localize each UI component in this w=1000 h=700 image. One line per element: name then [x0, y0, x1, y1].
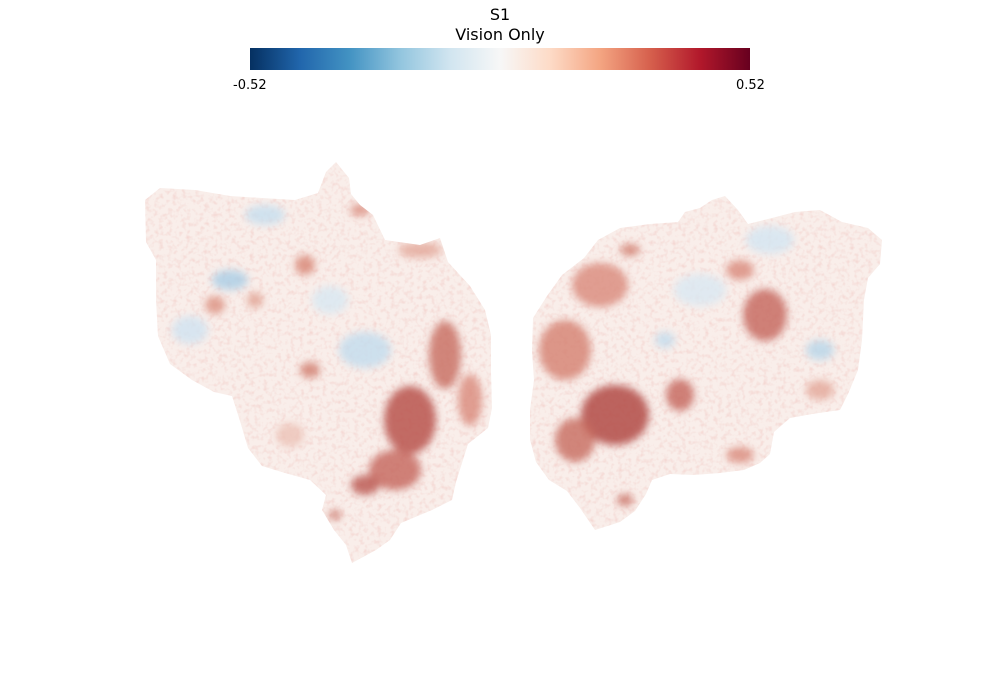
right-hemisphere [530, 196, 882, 530]
figure-title: S1 [489, 5, 511, 24]
colorbar-min-label: -0.52 [233, 78, 267, 93]
figure-subtitle: Vision Only [455, 25, 545, 44]
colorbar-gradient [250, 48, 750, 70]
colorbar [250, 48, 750, 70]
left-hemisphere [145, 162, 492, 563]
colorbar-max-label: 0.52 [736, 78, 765, 93]
